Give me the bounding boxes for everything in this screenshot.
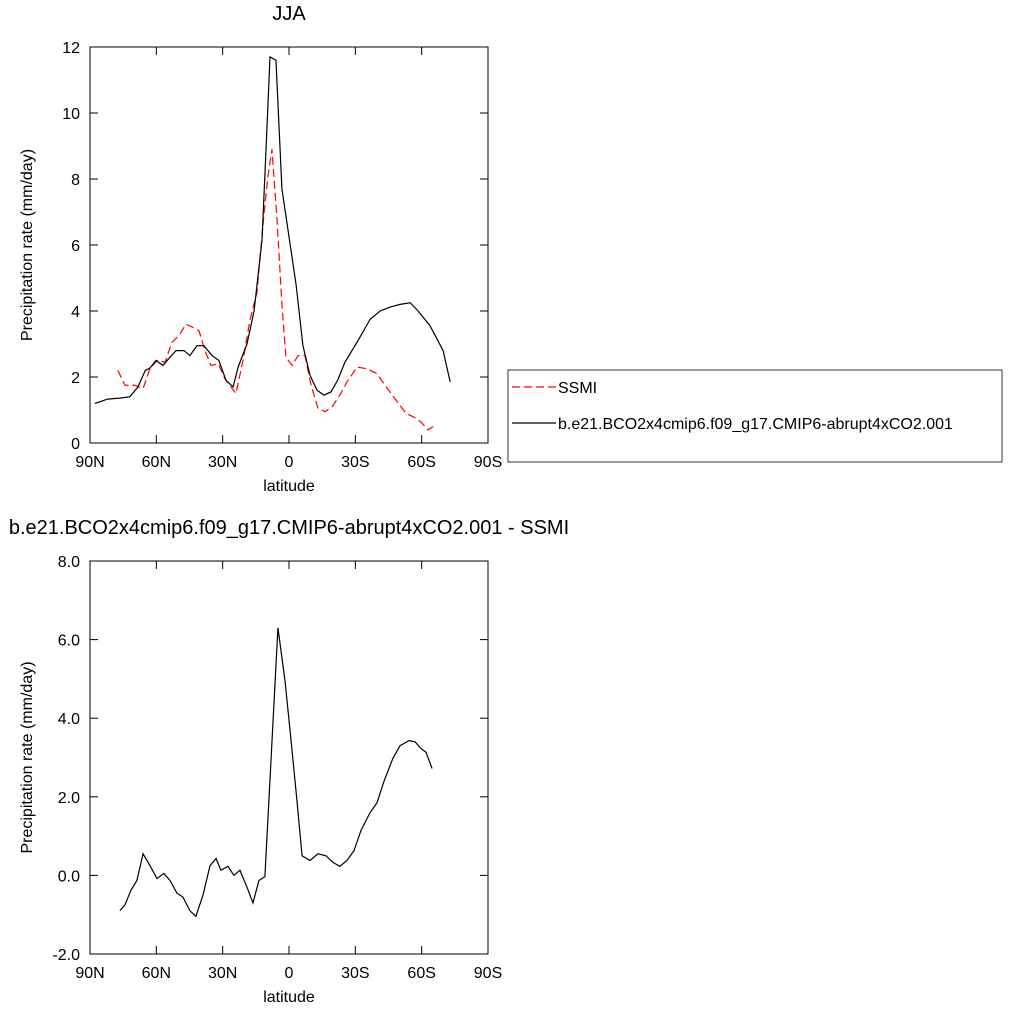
y-tick-label: 8.0	[58, 554, 80, 571]
x-tick-label: 30N	[208, 454, 237, 471]
y-tick-label: 6	[71, 238, 80, 255]
plot-frame	[89, 46, 489, 444]
x-tick-label: 60S	[407, 454, 435, 471]
data-line	[117, 149, 434, 431]
data-line	[94, 55, 451, 404]
chart-title: JJA	[272, 3, 306, 25]
x-axis-label: latitude	[263, 989, 315, 1006]
y-tick-label: 2	[71, 370, 80, 387]
y-tick-label: 0	[71, 436, 80, 453]
y-tick-label: 8	[71, 172, 80, 189]
x-tick-label: 0	[285, 454, 294, 471]
x-tick-label: 30N	[208, 965, 237, 982]
y-tick-label: 4.0	[58, 711, 80, 728]
x-tick-label: 60N	[142, 454, 171, 471]
y-axis-label: Precipitation rate (mm/day)	[19, 149, 36, 341]
x-tick-label: 90N	[75, 454, 104, 471]
x-tick-label: 30S	[341, 454, 369, 471]
chart-title: b.e21.BCO2x4cmip6.f09_g17.CMIP6-abrupt4x…	[9, 517, 569, 539]
x-tick-label: 30S	[341, 965, 369, 982]
legend-label: SSMI	[558, 380, 597, 397]
y-tick-label: 0.0	[58, 868, 80, 885]
y-tick-label: 2.0	[58, 790, 80, 807]
x-tick-label: 90S	[474, 454, 502, 471]
legend-label: b.e21.BCO2x4cmip6.f09_g17.CMIP6-abrupt4x…	[558, 416, 953, 433]
y-axis-label: Precipitation rate (mm/day)	[19, 661, 36, 853]
x-tick-label: 60S	[407, 965, 435, 982]
y-tick-label: 4	[71, 304, 80, 321]
y-tick-label: 12	[62, 40, 80, 57]
y-tick-label: -2.0	[52, 947, 80, 964]
data-line	[119, 627, 433, 918]
x-tick-label: 90S	[474, 965, 502, 982]
x-tick-label: 60N	[142, 965, 171, 982]
legend-box	[507, 369, 1003, 463]
y-tick-label: 10	[62, 106, 80, 123]
y-tick-label: 6.0	[58, 633, 80, 650]
x-tick-label: 0	[285, 965, 294, 982]
x-tick-label: 90N	[75, 965, 104, 982]
x-axis-label: latitude	[263, 478, 315, 495]
